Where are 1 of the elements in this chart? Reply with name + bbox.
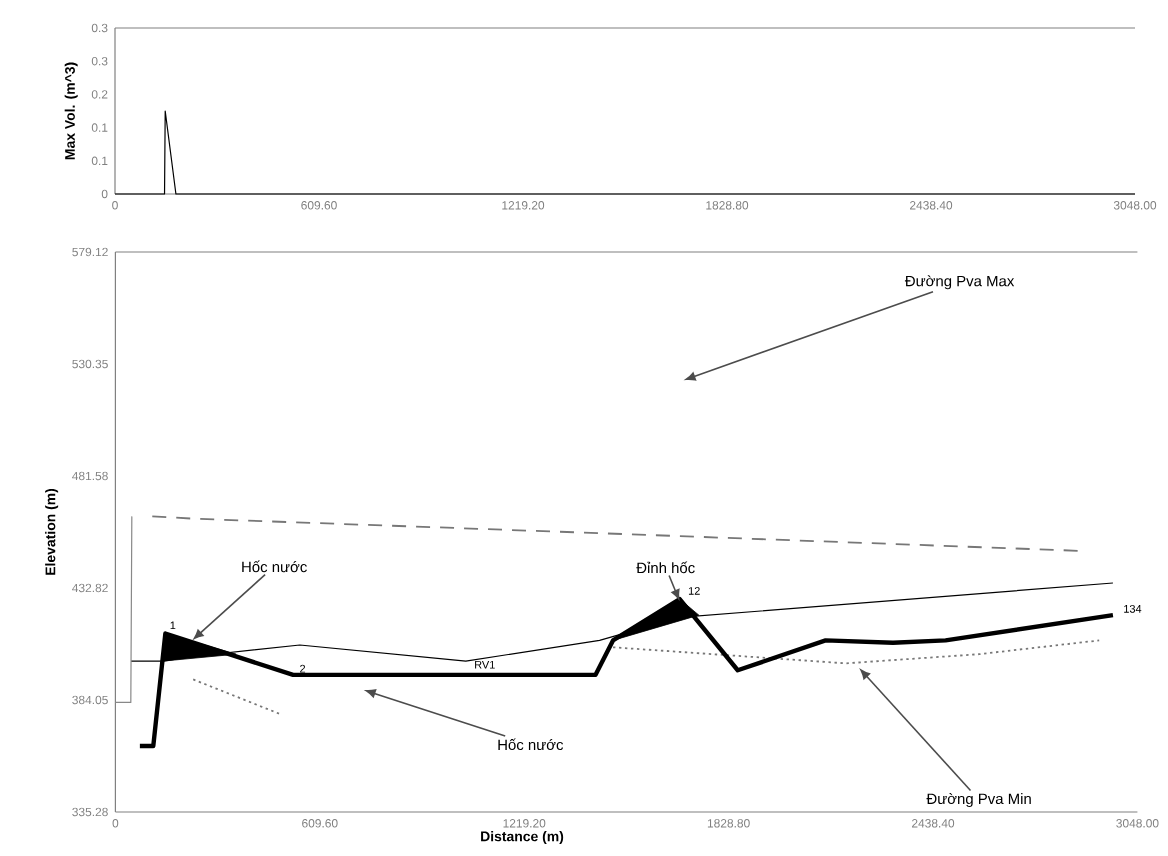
line-series (151, 515, 1080, 552)
